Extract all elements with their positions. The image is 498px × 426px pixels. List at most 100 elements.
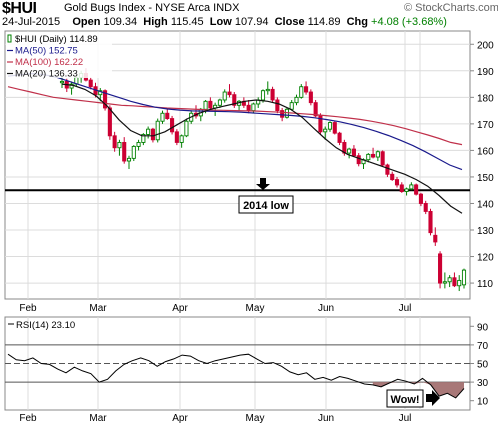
- candle-body: [208, 100, 213, 109]
- annotation-box: [386, 389, 424, 408]
- high-value: 115.45: [170, 16, 204, 28]
- candle-body: [174, 131, 179, 143]
- candle-body: [59, 80, 65, 84]
- candle-body: [265, 88, 270, 92]
- candle-body: [179, 135, 184, 143]
- candle-body: [103, 90, 108, 109]
- candle-body: [323, 128, 328, 133]
- y-tick-label: 180: [477, 93, 494, 104]
- candle-body: [457, 279, 462, 287]
- month-label: Jul: [399, 413, 412, 424]
- candle-body: [399, 184, 404, 192]
- chart-title: Gold Bugs Index - NYSE Arca INDX: [64, 2, 240, 14]
- candle-body: [418, 193, 423, 204]
- candle-body: [414, 184, 419, 195]
- candle-body: [141, 134, 146, 143]
- high-label: High: [143, 16, 168, 28]
- candle-body: [294, 96, 299, 104]
- candle-body: [404, 188, 409, 192]
- candle-body: [390, 173, 395, 181]
- candle-body: [409, 184, 414, 190]
- candle-body: [122, 141, 127, 162]
- close-value: 114.89: [307, 16, 341, 28]
- candle-body: [428, 210, 433, 234]
- legend-entry: MA(20) 136.33: [15, 69, 78, 80]
- candle-body: [203, 100, 208, 110]
- candle-body: [146, 128, 151, 135]
- candle-body: [375, 151, 380, 158]
- candle-body: [69, 83, 74, 89]
- candle-body: [385, 164, 390, 175]
- close-label: Close: [274, 16, 305, 28]
- candle-body: [126, 157, 132, 162]
- candle-body: [332, 122, 337, 134]
- low-label: Low: [209, 16, 232, 28]
- y-tick-label: 150: [477, 173, 494, 184]
- open-label: Open: [72, 16, 101, 28]
- legend-swatch: [7, 34, 12, 43]
- candle-body: [347, 148, 352, 154]
- candle-body: [433, 234, 438, 243]
- rsi-tick-label: 50: [477, 360, 489, 371]
- candle-body: [447, 277, 452, 283]
- candle-body: [131, 145, 136, 159]
- rsi-line: [7, 353, 465, 399]
- legend-entry: $HUI (Daily) 114.89: [15, 34, 98, 45]
- candle-body: [327, 122, 333, 130]
- rsi-oversold-fill: [372, 382, 464, 398]
- month-label: Mar: [89, 303, 107, 314]
- candle-body: [155, 120, 160, 141]
- annotation-wow: Wow!: [390, 394, 419, 406]
- annotation-2014-low: 2014 low: [243, 200, 289, 212]
- month-label: May: [246, 303, 265, 314]
- ticker-symbol: $HUI: [2, 0, 37, 17]
- y-tick-label: 200: [477, 40, 494, 51]
- chg-value: +4.08 (+3.68%): [371, 16, 447, 28]
- candle-body: [461, 269, 467, 286]
- candle-body: [136, 141, 141, 147]
- month-label: Mar: [89, 413, 107, 424]
- y-tick-label: 130: [477, 226, 494, 237]
- y-tick-label: 160: [477, 146, 494, 157]
- month-label: May: [246, 413, 265, 424]
- candle-body: [318, 115, 323, 133]
- candle-body: [260, 90, 266, 101]
- candle-body: [227, 91, 232, 96]
- candle-body: [380, 151, 385, 166]
- quote-date: 24-Jul-2015: [2, 16, 61, 28]
- moving-average-line: [7, 86, 463, 146]
- month-label: Apr: [172, 303, 188, 314]
- candle-body: [371, 153, 376, 158]
- candle-body: [423, 203, 428, 212]
- rsi-tick-label: 30: [477, 378, 489, 389]
- candle-body: [165, 112, 170, 120]
- rsi-tick-label: 90: [477, 322, 489, 333]
- right-arrow-icon: [426, 390, 440, 406]
- quote-line: 24-Jul-2015 Open 109.34 High 115.45 Low …: [2, 16, 447, 28]
- month-label: Jun: [318, 303, 334, 314]
- candle-body: [280, 110, 285, 118]
- legend-entry: MA(100) 162.22: [15, 57, 83, 68]
- rsi-legend: RSI(14) 23.10: [16, 320, 75, 331]
- candle-body: [232, 94, 237, 106]
- y-tick-label: 140: [477, 199, 494, 210]
- candle-body: [117, 141, 122, 149]
- candle-body: [150, 128, 155, 141]
- candle-body: [270, 88, 275, 101]
- candle-body: [112, 135, 117, 149]
- candle-body: [366, 153, 371, 161]
- legend-entry: MA(50) 152.75: [15, 46, 78, 57]
- candle-body: [107, 107, 112, 137]
- candle-body: [337, 132, 342, 143]
- legend-box: [6, 32, 112, 78]
- rsi-tick-label: 10: [477, 397, 489, 408]
- candle-body: [170, 118, 175, 133]
- candle-body: [222, 91, 227, 101]
- moving-average-line: [61, 83, 463, 214]
- candle-body: [304, 86, 309, 93]
- candle-body: [289, 102, 294, 110]
- candle-body: [394, 179, 400, 186]
- month-label: Feb: [19, 413, 37, 424]
